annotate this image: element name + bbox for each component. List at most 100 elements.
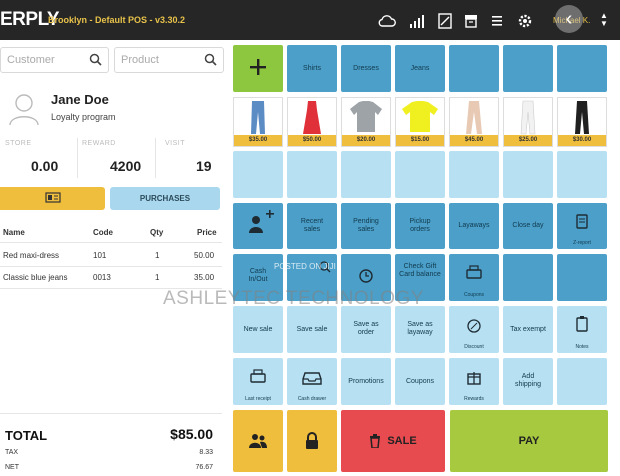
save-as-order-button[interactable]: Save as order: [341, 306, 391, 353]
signal-icon[interactable]: [408, 12, 426, 30]
product-tile[interactable]: $45.00: [449, 97, 499, 147]
layaways-button[interactable]: Layaways: [449, 203, 499, 249]
empty-tile[interactable]: [503, 45, 553, 92]
button-label: Check Gift Card balance: [399, 263, 441, 278]
category-shirts[interactable]: Shirts: [287, 45, 337, 92]
pickup-orders-button[interactable]: Pickup orders: [395, 203, 445, 249]
empty-tile[interactable]: [341, 151, 391, 198]
cloud-icon[interactable]: [378, 12, 396, 30]
button-label: Layaways: [458, 222, 490, 229]
purchases-button[interactable]: PURCHASES: [110, 187, 220, 210]
empty-tile[interactable]: [503, 254, 553, 301]
cash-drawer-button[interactable]: Cash drawer: [287, 358, 337, 405]
report-icon: [576, 214, 588, 229]
product-tile[interactable]: $25.00: [503, 97, 553, 147]
empty-tile[interactable]: [557, 151, 607, 198]
save-as-layaway-button[interactable]: Save as layaway: [395, 306, 445, 353]
customers-button[interactable]: [233, 410, 283, 472]
add-customer-button[interactable]: [233, 203, 283, 249]
total-value: $85.00: [170, 426, 213, 442]
row-price: 35.00: [194, 273, 215, 282]
category-jeans[interactable]: Jeans: [395, 45, 445, 92]
save-sale-button[interactable]: Save sale: [287, 306, 337, 353]
row-code: 0013: [93, 273, 111, 282]
product-tile[interactable]: $30.00: [557, 97, 607, 147]
customer-search[interactable]: Customer: [0, 47, 109, 73]
archive-icon[interactable]: [462, 12, 480, 30]
button-label: Save sale: [296, 326, 328, 333]
gift-card-balance-button[interactable]: Check Gift Card balance: [395, 254, 445, 301]
jeans-icon: [251, 101, 265, 134]
search-icon[interactable]: [204, 53, 217, 71]
add-shipping-button[interactable]: Add shipping: [503, 358, 553, 405]
empty-tile[interactable]: [557, 254, 607, 301]
category-dresses[interactable]: Dresses: [341, 45, 391, 92]
add-category-button[interactable]: [233, 45, 283, 92]
pending-sales-button[interactable]: Pending sales: [341, 203, 391, 249]
user-name[interactable]: Michael K.: [553, 16, 591, 25]
new-sale-button[interactable]: New sale: [233, 306, 283, 353]
product-search-button[interactable]: [287, 254, 337, 301]
sale-button[interactable]: SALE: [341, 410, 445, 472]
divider: [0, 288, 222, 289]
empty-tile[interactable]: [449, 151, 499, 198]
promotions-button[interactable]: Promotions: [341, 358, 391, 405]
empty-tile[interactable]: [557, 45, 607, 92]
product-tile[interactable]: $15.00: [395, 97, 445, 147]
notes-button[interactable]: Notes: [557, 306, 607, 353]
button-label: Pending sales: [353, 218, 379, 233]
product-tile[interactable]: $20.00: [341, 97, 391, 147]
product-search[interactable]: Product: [114, 47, 224, 73]
chevron-updown-icon[interactable]: ▲ ▼: [600, 11, 608, 28]
recent-sales-button[interactable]: Recent sales: [287, 203, 337, 249]
row-price: 50.00: [194, 251, 215, 260]
row-code: 101: [93, 251, 107, 260]
empty-tile[interactable]: [395, 151, 445, 198]
row-name: Classic blue jeans: [3, 273, 68, 282]
button-label: New sale: [243, 326, 273, 333]
empty-tile[interactable]: [233, 151, 283, 198]
last-receipt-button[interactable]: Last receipt: [233, 358, 283, 405]
dress-icon: [303, 101, 321, 134]
stat-reward-label: REWARD: [82, 140, 116, 147]
clock-in-button[interactable]: [341, 254, 391, 301]
tax-exempt-button[interactable]: Tax exempt: [503, 306, 553, 353]
menu-icon[interactable]: [488, 12, 506, 30]
divider: [0, 242, 222, 243]
product-tile[interactable]: $35.00: [233, 97, 283, 147]
product-price: $35.00: [234, 135, 282, 146]
empty-tile[interactable]: [503, 151, 553, 198]
calculator-icon[interactable]: [436, 12, 454, 30]
empty-tile[interactable]: [449, 45, 499, 92]
empty-tile[interactable]: [287, 151, 337, 198]
plus-icon: [249, 58, 267, 81]
z-report-button[interactable]: Z-report: [557, 203, 607, 249]
button-label: Save as layaway: [407, 321, 433, 336]
search-icon[interactable]: [89, 53, 102, 71]
button-label: Save as order: [353, 321, 379, 336]
product-tile[interactable]: $50.00: [287, 97, 337, 147]
stat-store-value: 0.00: [31, 158, 59, 174]
customer-program: Loyalty program: [51, 112, 116, 122]
rewards-button[interactable]: Rewards: [449, 358, 499, 405]
cash-in-out-button[interactable]: Cash In/Out: [233, 254, 283, 301]
lock-button[interactable]: [287, 410, 337, 472]
customer-name: Jane Doe: [51, 92, 109, 107]
printer-icon: [250, 369, 266, 383]
app-logo: ERPLY: [0, 9, 60, 30]
divider: [155, 138, 156, 178]
coupons-button[interactable]: Coupons: [395, 358, 445, 405]
customer-avatar-icon: [6, 92, 42, 126]
stat-visit-value: 19: [196, 158, 212, 174]
trash-icon: [370, 434, 381, 448]
close-day-button[interactable]: Close day: [503, 203, 553, 249]
pay-button[interactable]: PAY: [450, 410, 608, 472]
inbox-icon: [302, 372, 322, 385]
coupons-print-button[interactable]: Coupons: [449, 254, 499, 301]
back-icon[interactable]: ‹: [555, 5, 583, 33]
gear-icon[interactable]: [516, 12, 534, 30]
empty-tile[interactable]: [557, 358, 607, 405]
product-price: $45.00: [450, 135, 498, 146]
discount-button[interactable]: Discount: [449, 306, 499, 353]
customer-card-button[interactable]: [0, 187, 105, 210]
